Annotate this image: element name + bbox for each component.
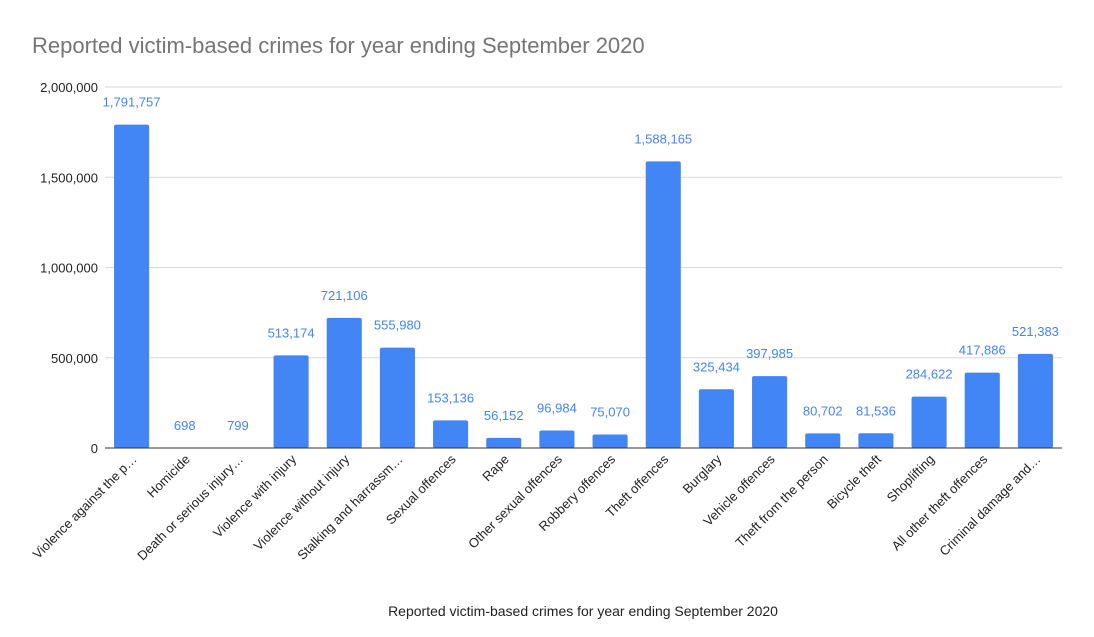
bar: [752, 376, 788, 448]
data-label: 284,622: [906, 367, 953, 382]
x-tick-label: Homicide: [144, 452, 193, 501]
bar: [698, 389, 734, 448]
data-label: 698: [174, 418, 196, 433]
bar: [273, 355, 309, 448]
x-tick-label: Stalking and harrassm…: [294, 452, 405, 563]
data-label: 417,886: [959, 343, 1006, 358]
data-label: 799: [227, 418, 249, 433]
data-label: 325,434: [693, 359, 740, 374]
y-tick-label: 500,000: [51, 351, 98, 366]
data-label: 521,383: [1012, 324, 1059, 339]
x-tick-label: Violence without injury: [250, 451, 352, 553]
bar: [858, 433, 894, 448]
bar: [1017, 353, 1053, 448]
data-label: 80,702: [803, 403, 843, 418]
x-tick-label: Violence against the p…: [30, 452, 140, 562]
x-tick-label: Criminal damage and…: [936, 452, 1043, 559]
x-tick-label: Burglary: [680, 451, 725, 496]
data-label: 555,980: [374, 318, 421, 333]
data-labels: 1,791,757 698 799 513,174 721,106 555,980 153,…: [103, 95, 1059, 433]
bar: [326, 317, 362, 448]
y-axis-ticks: 0 500,000 1,000,000 1,500,000 2,000,000: [40, 80, 98, 456]
gridlines: [105, 86, 1062, 359]
x-tick-label: Rape: [479, 452, 512, 485]
bar: [911, 396, 947, 448]
x-axis-title: Reported victim-based crimes for year en…: [388, 603, 778, 619]
data-label: 721,106: [321, 288, 368, 303]
bar: [592, 434, 628, 448]
data-label: 96,984: [537, 400, 577, 415]
bar: [645, 161, 681, 448]
x-tick-label: All other theft offences: [888, 451, 990, 553]
bar: [964, 372, 1000, 448]
bar: [539, 430, 575, 448]
chart-title: Reported victim-based crimes for year en…: [32, 33, 645, 58]
bar: [379, 347, 415, 448]
data-label: 397,985: [746, 346, 793, 361]
bar: [805, 433, 841, 448]
y-tick-label: 0: [91, 441, 98, 456]
data-label: 513,174: [268, 325, 315, 340]
data-label: 81,536: [856, 403, 896, 418]
x-tick-label: Death or serious injury…: [134, 452, 246, 564]
data-label: 1,588,165: [634, 131, 692, 146]
y-tick-label: 2,000,000: [40, 80, 98, 95]
data-label: 56,152: [484, 408, 524, 423]
data-label: 75,070: [590, 404, 630, 419]
y-tick-label: 1,000,000: [40, 261, 98, 276]
data-label: 1,791,757: [103, 95, 161, 110]
data-label: 153,136: [427, 390, 474, 405]
x-tick-label: Theft from the person: [732, 452, 830, 550]
y-tick-label: 1,500,000: [40, 170, 98, 185]
x-tick-label: Shoplifting: [884, 452, 938, 506]
x-tick-label: Bicycle theft: [824, 451, 884, 511]
bar: [486, 437, 522, 448]
bar: [433, 420, 469, 448]
bars: [114, 124, 1053, 448]
x-tick-label: Other sexual offences: [465, 451, 565, 551]
bar: [114, 124, 150, 448]
